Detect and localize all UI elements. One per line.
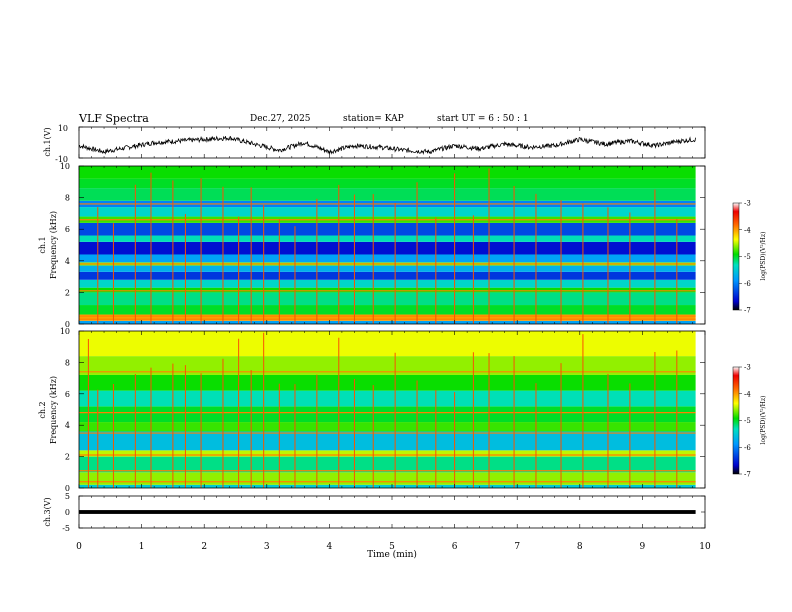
ch1-voltage-trace xyxy=(78,135,696,156)
y-tick-label: 8 xyxy=(65,194,70,203)
figure-title: VLF Spectra xyxy=(79,112,149,125)
spectrum-band xyxy=(79,484,696,488)
x-tick-label: 4 xyxy=(327,542,333,552)
spectrum-band xyxy=(79,356,696,375)
y-tick-label: 10 xyxy=(60,162,70,171)
ch3-voltage-trace xyxy=(79,510,696,514)
y-tick-label: 0 xyxy=(65,320,70,329)
spectrum-band xyxy=(79,271,696,280)
ch2-frequency-ylabel: Frequency (kHz) xyxy=(49,376,58,444)
ch3-ylabel: ch.3(V) xyxy=(43,497,52,526)
spectrum-band xyxy=(79,390,696,407)
spectrum-band xyxy=(79,254,696,263)
ch3-ytick-label: 5 xyxy=(65,492,70,501)
spectrum-band xyxy=(79,472,696,485)
spectrum-band xyxy=(79,456,696,473)
y-tick-label: 2 xyxy=(65,453,70,462)
x-tick-label: 9 xyxy=(640,542,646,552)
ch3-ytick-label: -5 xyxy=(62,524,70,533)
spectrum-band xyxy=(79,374,696,391)
colorbar-tick-label: -7 xyxy=(744,307,751,315)
station-label: station= KAP xyxy=(343,114,404,124)
spectrum-band xyxy=(79,178,696,189)
ch1-spectrogram-ylabel: ch.1 xyxy=(38,236,47,253)
spectrum-band xyxy=(79,222,696,236)
date-label: Dec.27, 2025 xyxy=(250,114,311,124)
colorbar-tick-label: -7 xyxy=(744,471,751,479)
spectrum-band xyxy=(79,406,696,423)
y-tick-label: 6 xyxy=(65,390,70,399)
spectrum-band xyxy=(79,422,696,432)
spectrum-band xyxy=(79,314,696,321)
ch1-ylabel: ch.1(V) xyxy=(43,127,52,156)
spectrum-band xyxy=(79,450,696,457)
ch1-colorbar-label: log(PSD)(V²/Hz) xyxy=(760,232,767,281)
x-tick-label: 3 xyxy=(264,542,270,552)
colorbar-tick-label: -3 xyxy=(744,364,751,372)
colorbar-tick-label: -6 xyxy=(744,444,751,452)
spectrum-band xyxy=(79,331,696,357)
spectrum-band xyxy=(79,279,696,288)
ch2-colorbar xyxy=(732,366,740,475)
spectrum-band xyxy=(79,431,696,451)
spectrum-band xyxy=(79,207,696,217)
spectrum-band xyxy=(79,241,696,255)
colorbar-tick-label: -4 xyxy=(744,226,751,234)
x-tick-label: 1 xyxy=(139,542,145,552)
y-tick-label: 8 xyxy=(65,358,70,367)
colorbar-tick-label: -4 xyxy=(744,390,751,398)
spectrum-band xyxy=(79,292,696,306)
ch2-spectrogram-ylabel: ch.2 xyxy=(38,401,47,418)
x-tick-label: 6 xyxy=(452,542,458,552)
y-tick-label: 6 xyxy=(65,225,70,234)
x-tick-label: 5 xyxy=(389,542,395,552)
ch1-ytick-bottom: -10 xyxy=(55,155,68,164)
spectrum-band xyxy=(79,320,696,324)
y-tick-label: 0 xyxy=(65,484,70,493)
colorbar-tick-label: -5 xyxy=(744,253,751,261)
spectrum-band xyxy=(79,287,696,293)
ch3-ytick-label: 0 xyxy=(65,508,70,517)
spectrum-band xyxy=(79,235,696,242)
colorbar-tick-label: -3 xyxy=(744,200,751,208)
ch1-ytick-top: 10 xyxy=(58,124,68,133)
start-time-label: start UT = 6 : 50 : 1 xyxy=(437,114,529,124)
y-tick-label: 4 xyxy=(65,257,70,266)
y-tick-label: 4 xyxy=(65,421,70,430)
x-tick-label: 0 xyxy=(76,542,82,552)
xaxis-label: Time (min) xyxy=(367,549,417,560)
x-tick-label: 8 xyxy=(577,542,583,552)
y-tick-label: 2 xyxy=(65,288,70,297)
colorbar-tick-label: -6 xyxy=(744,280,751,288)
ch1-colorbar xyxy=(732,202,740,311)
spectrum-band xyxy=(79,166,696,179)
ch1-frequency-ylabel: Frequency (kHz) xyxy=(49,211,58,279)
y-tick-label: 10 xyxy=(60,327,70,336)
x-tick-label: 2 xyxy=(201,542,207,552)
x-tick-label: 7 xyxy=(514,542,520,552)
ch2-colorbar-label: log(PSD)(V²/Hz) xyxy=(760,396,767,445)
x-tick-label: 10 xyxy=(699,542,711,552)
spectrum-band xyxy=(79,188,696,201)
spectrum-band xyxy=(79,305,696,315)
spectrum-band xyxy=(79,265,696,272)
colorbar-tick-label: -5 xyxy=(744,417,751,425)
